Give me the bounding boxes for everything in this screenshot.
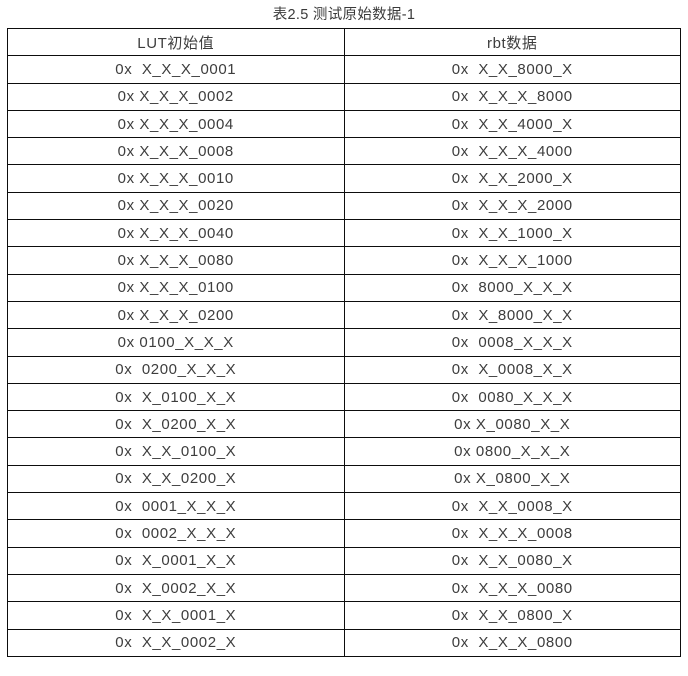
table-cell: 0x X_0001_X_X (7, 546, 345, 575)
table-row: 0x X_X_X_0010 0x X_X_2000_X (7, 164, 681, 193)
table-row: 0x X_X_X_0008 0x X_X_X_4000 (7, 137, 681, 166)
table-cell: 0x X_0008_X_X (343, 355, 681, 384)
table-cell: 0x X_X_X_0100 (7, 273, 345, 302)
table-cell: 0x X_X_X_0004 (7, 109, 345, 139)
table-cell: 0x 0001_X_X_X (7, 492, 345, 521)
table-cell: 0x 0080_X_X_X (343, 382, 681, 412)
table-cell: 0x X_X_0002_X (7, 628, 345, 657)
table-cell: 0x X_X_X_0010 (7, 164, 345, 193)
data-table: LUT初始值 rbt数据 0x X_X_X_0001 0x X_X_8000_X 0… (7, 27, 681, 657)
table-row: 0x X_X_X_0002 0x X_X_X_8000 (7, 82, 681, 111)
table-cell: 0x 0800_X_X_X (343, 437, 681, 466)
table-cell: 0x 0100_X_X_X (7, 328, 345, 357)
table-body: 0x X_X_X_0001 0x X_X_8000_X 0x X_X_X_0002 0… (7, 55, 681, 657)
table-cell: 0x X_X_X_0008 (7, 137, 345, 166)
table-cell: 0x X_X_X_0040 (7, 219, 345, 248)
table-cell: 0x X_X_X_0080 (343, 573, 681, 603)
table-cell: 0x X_X_1000_X (343, 219, 681, 248)
table-row: 0x X_X_X_0004 0x X_X_4000_X (7, 109, 681, 139)
table-cell: 0x X_0002_X_X (7, 573, 345, 603)
table-cell: 0x X_X_X_0200 (7, 300, 345, 330)
table-cell: 0x 0002_X_X_X (7, 519, 345, 548)
table-cell: 0x X_X_8000_X (343, 55, 681, 84)
table-cell: 0x 8000_X_X_X (343, 273, 681, 302)
table-row: 0x X_X_X_0100 0x 8000_X_X_X (7, 273, 681, 302)
column-header-rbt: rbt数据 (343, 27, 681, 57)
table-cell: 0x X_X_X_1000 (343, 246, 681, 275)
table-row: 0x X_0002_X_X 0x X_X_X_0080 (7, 573, 681, 603)
table-row: 0x 0001_X_X_X 0x X_X_0008_X (7, 492, 681, 521)
table-cell: 0x X_X_0008_X (343, 492, 681, 521)
column-header-lut: LUT初始值 (7, 27, 345, 57)
table-row: 0x X_0001_X_X 0x X_X_0080_X (7, 546, 681, 575)
table-cell: 0x X_X_X_0002 (7, 82, 345, 111)
table-cell: 0x X_X_X_0008 (343, 519, 681, 548)
table-row: 0x X_X_0200_X 0x X_0800_X_X (7, 464, 681, 494)
table-row: 0x 0100_X_X_X 0x 0008_X_X_X (7, 328, 681, 357)
table-cell: 0x X_X_X_0001 (7, 55, 345, 84)
table-cell: 0x X_X_X_8000 (343, 82, 681, 111)
table-cell: 0x X_0100_X_X (7, 382, 345, 412)
table-cell: 0x X_X_0080_X (343, 546, 681, 575)
table-header: LUT初始值 rbt数据 (7, 27, 681, 57)
table-cell: 0x X_X_2000_X (343, 164, 681, 193)
table-cell: 0x 0008_X_X_X (343, 328, 681, 357)
table-cell: 0x X_0200_X_X (7, 410, 345, 439)
table-row: 0x 0002_X_X_X 0x X_X_X_0008 (7, 519, 681, 548)
table-cell: 0x X_X_X_0020 (7, 191, 345, 221)
table-row: 0x X_X_X_0020 0x X_X_X_2000 (7, 191, 681, 221)
table-cell: 0x X_X_4000_X (343, 109, 681, 139)
table-row: 0x X_X_X_0040 0x X_X_1000_X (7, 219, 681, 248)
header-row: LUT初始值 rbt数据 (7, 27, 681, 57)
table-cell: 0x X_8000_X_X (343, 300, 681, 330)
table-cell: 0x X_X_X_0800 (343, 628, 681, 657)
table-row: 0x X_X_0100_X 0x 0800_X_X_X (7, 437, 681, 466)
table-cell: 0x X_X_X_4000 (343, 137, 681, 166)
table-row: 0x X_X_X_0080 0x X_X_X_1000 (7, 246, 681, 275)
table-title: 表2.5 测试原始数据-1 (272, 7, 416, 23)
table-cell: 0x X_X_X_0080 (7, 246, 345, 275)
table-cell: 0x X_0080_X_X (343, 410, 681, 439)
table-row: 0x 0200_X_X_X 0x X_0008_X_X (7, 355, 681, 384)
table-cell: 0x X_X_X_2000 (343, 191, 681, 221)
table-cell: 0x X_X_0200_X (7, 464, 345, 494)
table-cell: 0x X_0800_X_X (343, 464, 681, 494)
table-row: 0x X_X_0001_X 0x X_X_0800_X (7, 601, 681, 630)
table-cell: 0x X_X_0800_X (343, 601, 681, 630)
table-row: 0x X_0200_X_X 0x X_0080_X_X (7, 410, 681, 439)
table-cell: 0x X_X_0100_X (7, 437, 345, 466)
table-row: 0x X_X_X_0200 0x X_8000_X_X (7, 300, 681, 330)
table-cell: 0x 0200_X_X_X (7, 355, 345, 384)
table-cell: 0x X_X_0001_X (7, 601, 345, 630)
table-row: 0x X_X_0002_X 0x X_X_X_0800 (7, 628, 681, 657)
table-row: 0x X_X_X_0001 0x X_X_8000_X (7, 55, 681, 84)
table-row: 0x X_0100_X_X 0x 0080_X_X_X (7, 382, 681, 412)
